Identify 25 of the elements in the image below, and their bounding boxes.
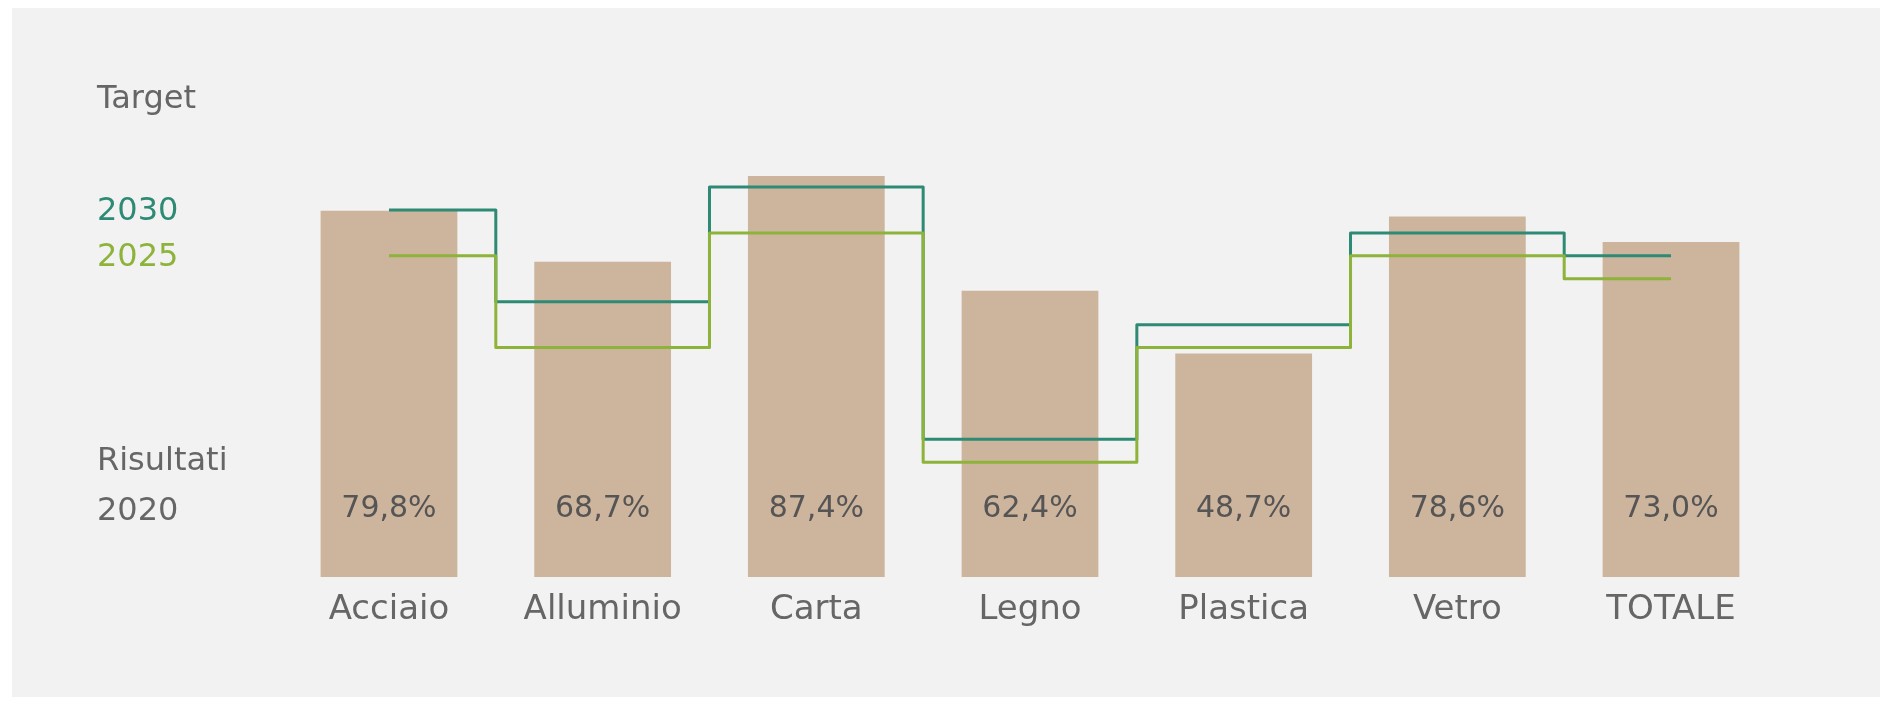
bar bbox=[534, 261, 672, 577]
x-tick-label: TOTALE bbox=[1605, 586, 1736, 627]
legend-title: Target bbox=[95, 77, 196, 116]
bar bbox=[961, 290, 1099, 577]
text: 2025 bbox=[96, 235, 179, 274]
x-tick-label: Acciaio bbox=[328, 586, 450, 627]
data-label: 48,7% bbox=[1196, 489, 1292, 525]
x-tick-label: Plastica bbox=[1178, 586, 1310, 627]
data-label: 62,4% bbox=[982, 489, 1078, 525]
text: 2030 bbox=[96, 189, 179, 228]
data-label: 87,4% bbox=[768, 489, 864, 525]
bar bbox=[1388, 216, 1526, 577]
bar bbox=[1602, 242, 1740, 577]
bar bbox=[747, 176, 885, 577]
bar bbox=[1175, 353, 1313, 577]
x-tick-label: Carta bbox=[769, 586, 863, 627]
x-tick-label: Alluminio bbox=[523, 586, 682, 627]
data-label: 68,7% bbox=[554, 489, 651, 525]
data-label: 79,8% bbox=[341, 489, 437, 525]
x-tick-label: Legno bbox=[978, 586, 1082, 627]
text: Risultati 2020 bbox=[96, 440, 228, 529]
data-label: 73,0% bbox=[1623, 489, 1719, 525]
x-tick-label: Vetro bbox=[1412, 586, 1502, 627]
bar bbox=[320, 210, 458, 577]
data-label: 78,6% bbox=[1409, 489, 1506, 525]
